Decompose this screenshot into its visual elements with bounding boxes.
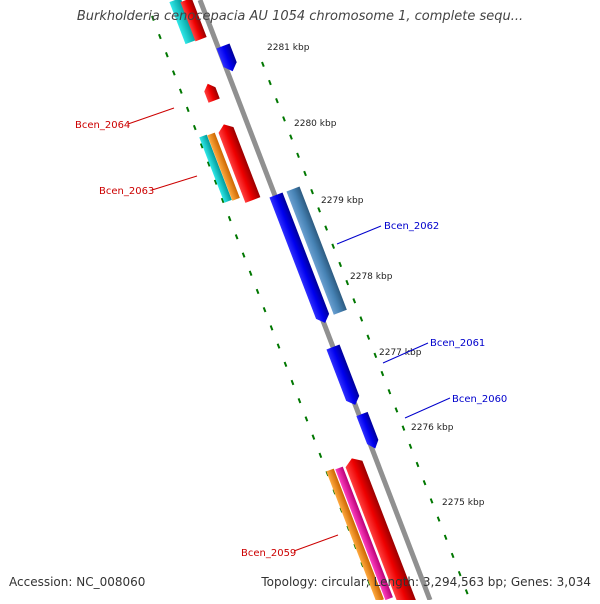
scale-label: 2275 kbp	[442, 498, 485, 508]
tick-mark	[234, 234, 239, 240]
tick-mark	[457, 570, 462, 577]
feature-top-cyan[interactable]	[169, 0, 197, 45]
tick-mark	[261, 61, 265, 68]
tick-mark	[373, 352, 378, 359]
tick-mark	[158, 33, 162, 40]
tick-mark	[178, 88, 183, 94]
tick-mark	[269, 325, 274, 331]
tick-mark	[310, 188, 314, 195]
tick-mark	[303, 170, 307, 177]
tick-mark	[172, 70, 176, 76]
tick-mark	[422, 479, 427, 486]
scale-label: 2281 kbp	[267, 43, 310, 53]
tick-mark	[255, 288, 260, 295]
gene-bcen-2063[interactable]	[216, 122, 261, 203]
tick-mark	[283, 361, 288, 367]
tick-mark	[185, 106, 190, 113]
tick-mark	[311, 434, 316, 440]
gene-bcen-2060[interactable]	[356, 411, 380, 451]
tick-mark	[262, 306, 267, 313]
tick-mark	[206, 161, 211, 167]
outer-tick-track	[261, 61, 469, 595]
tick-mark	[387, 389, 392, 395]
tick-mark	[359, 316, 364, 322]
tick-mark	[443, 534, 448, 540]
tick-mark	[331, 243, 336, 249]
tick-mark	[429, 498, 434, 504]
topology-summary: Topology: circular; Length: 3,294,563 bp…	[261, 575, 591, 589]
tick-mark	[352, 298, 357, 304]
gene-bcen-2064[interactable]	[202, 82, 220, 103]
tick-mark	[282, 116, 286, 122]
tick-mark	[304, 416, 309, 422]
gene-label-bcen-2061[interactable]: Bcen_2061	[430, 338, 485, 349]
tick-mark	[317, 207, 321, 213]
tick-mark	[366, 334, 371, 340]
feature-bcen-2063-cyan[interactable]	[199, 134, 232, 203]
reverse-strand-features	[169, 0, 417, 604]
gene-label-bcen-2060[interactable]: Bcen_2060	[452, 394, 507, 405]
tick-mark	[436, 516, 441, 522]
gene-bcen-2065[interactable]	[216, 43, 239, 73]
tick-mark	[220, 197, 225, 204]
tick-mark	[464, 589, 469, 595]
tick-mark	[241, 252, 246, 258]
tick-mark	[318, 452, 323, 459]
tick-mark	[276, 343, 281, 349]
tick-mark	[324, 225, 328, 231]
gene-label-bcen-2064[interactable]: Bcen_2064	[75, 120, 130, 131]
tick-mark	[401, 425, 406, 431]
feature-top-red[interactable]	[180, 0, 207, 42]
tick-mark	[408, 443, 413, 450]
tick-mark	[268, 79, 272, 86]
tick-mark	[290, 379, 295, 386]
tick-mark	[415, 461, 420, 468]
gene-label-bcen-2059[interactable]: Bcen_2059	[241, 548, 296, 559]
scale-label: 2279 kbp	[321, 196, 364, 206]
scale-label: 2277 kbp	[379, 348, 422, 358]
tick-mark	[338, 261, 343, 268]
accession-text: Accession: NC_008060	[9, 575, 146, 589]
forward-strand-features	[216, 43, 380, 451]
tick-mark	[192, 124, 197, 131]
tick-mark	[289, 134, 293, 140]
gene-label-leaders	[127, 107, 451, 552]
tick-mark	[199, 143, 204, 149]
tick-mark	[394, 407, 399, 413]
tick-mark	[227, 215, 232, 222]
feature-bcen-2059-orange[interactable]	[326, 468, 384, 603]
tick-mark	[165, 52, 169, 58]
scale-labels: 2281 kbp 2280 kbp 2279 kbp 2278 kbp 2277…	[267, 43, 485, 508]
tick-mark	[450, 552, 455, 559]
gene-label-bcen-2062[interactable]: Bcen_2062	[384, 221, 439, 232]
tick-mark	[151, 15, 155, 22]
feature-bcen-2062-steel[interactable]	[286, 186, 347, 315]
tick-mark	[213, 179, 218, 185]
gene-bcen-2061[interactable]	[326, 344, 361, 407]
tick-mark	[380, 370, 385, 377]
scale-label: 2280 kbp	[294, 119, 337, 129]
tick-mark	[345, 279, 350, 286]
gene-labels: Bcen_2064 Bcen_2063 Bcen_2059 Bcen_2062 …	[75, 120, 507, 559]
tick-mark	[296, 152, 300, 158]
feature-bcen-2059-magenta[interactable]	[335, 466, 393, 601]
gene-label-bcen-2063[interactable]: Bcen_2063	[99, 186, 154, 197]
map-title: Burkholderia cenocepacia AU 1054 chromos…	[76, 9, 524, 24]
gene-bcen-2062[interactable]	[269, 192, 331, 325]
gene-bcen-2059[interactable]	[343, 455, 417, 604]
tick-mark	[248, 270, 253, 276]
scale-label: 2278 kbp	[350, 272, 393, 282]
feature-bcen-2063-orange[interactable]	[207, 132, 240, 201]
scale-label: 2276 kbp	[411, 423, 454, 433]
tick-mark	[275, 98, 279, 104]
tick-mark	[297, 398, 302, 404]
